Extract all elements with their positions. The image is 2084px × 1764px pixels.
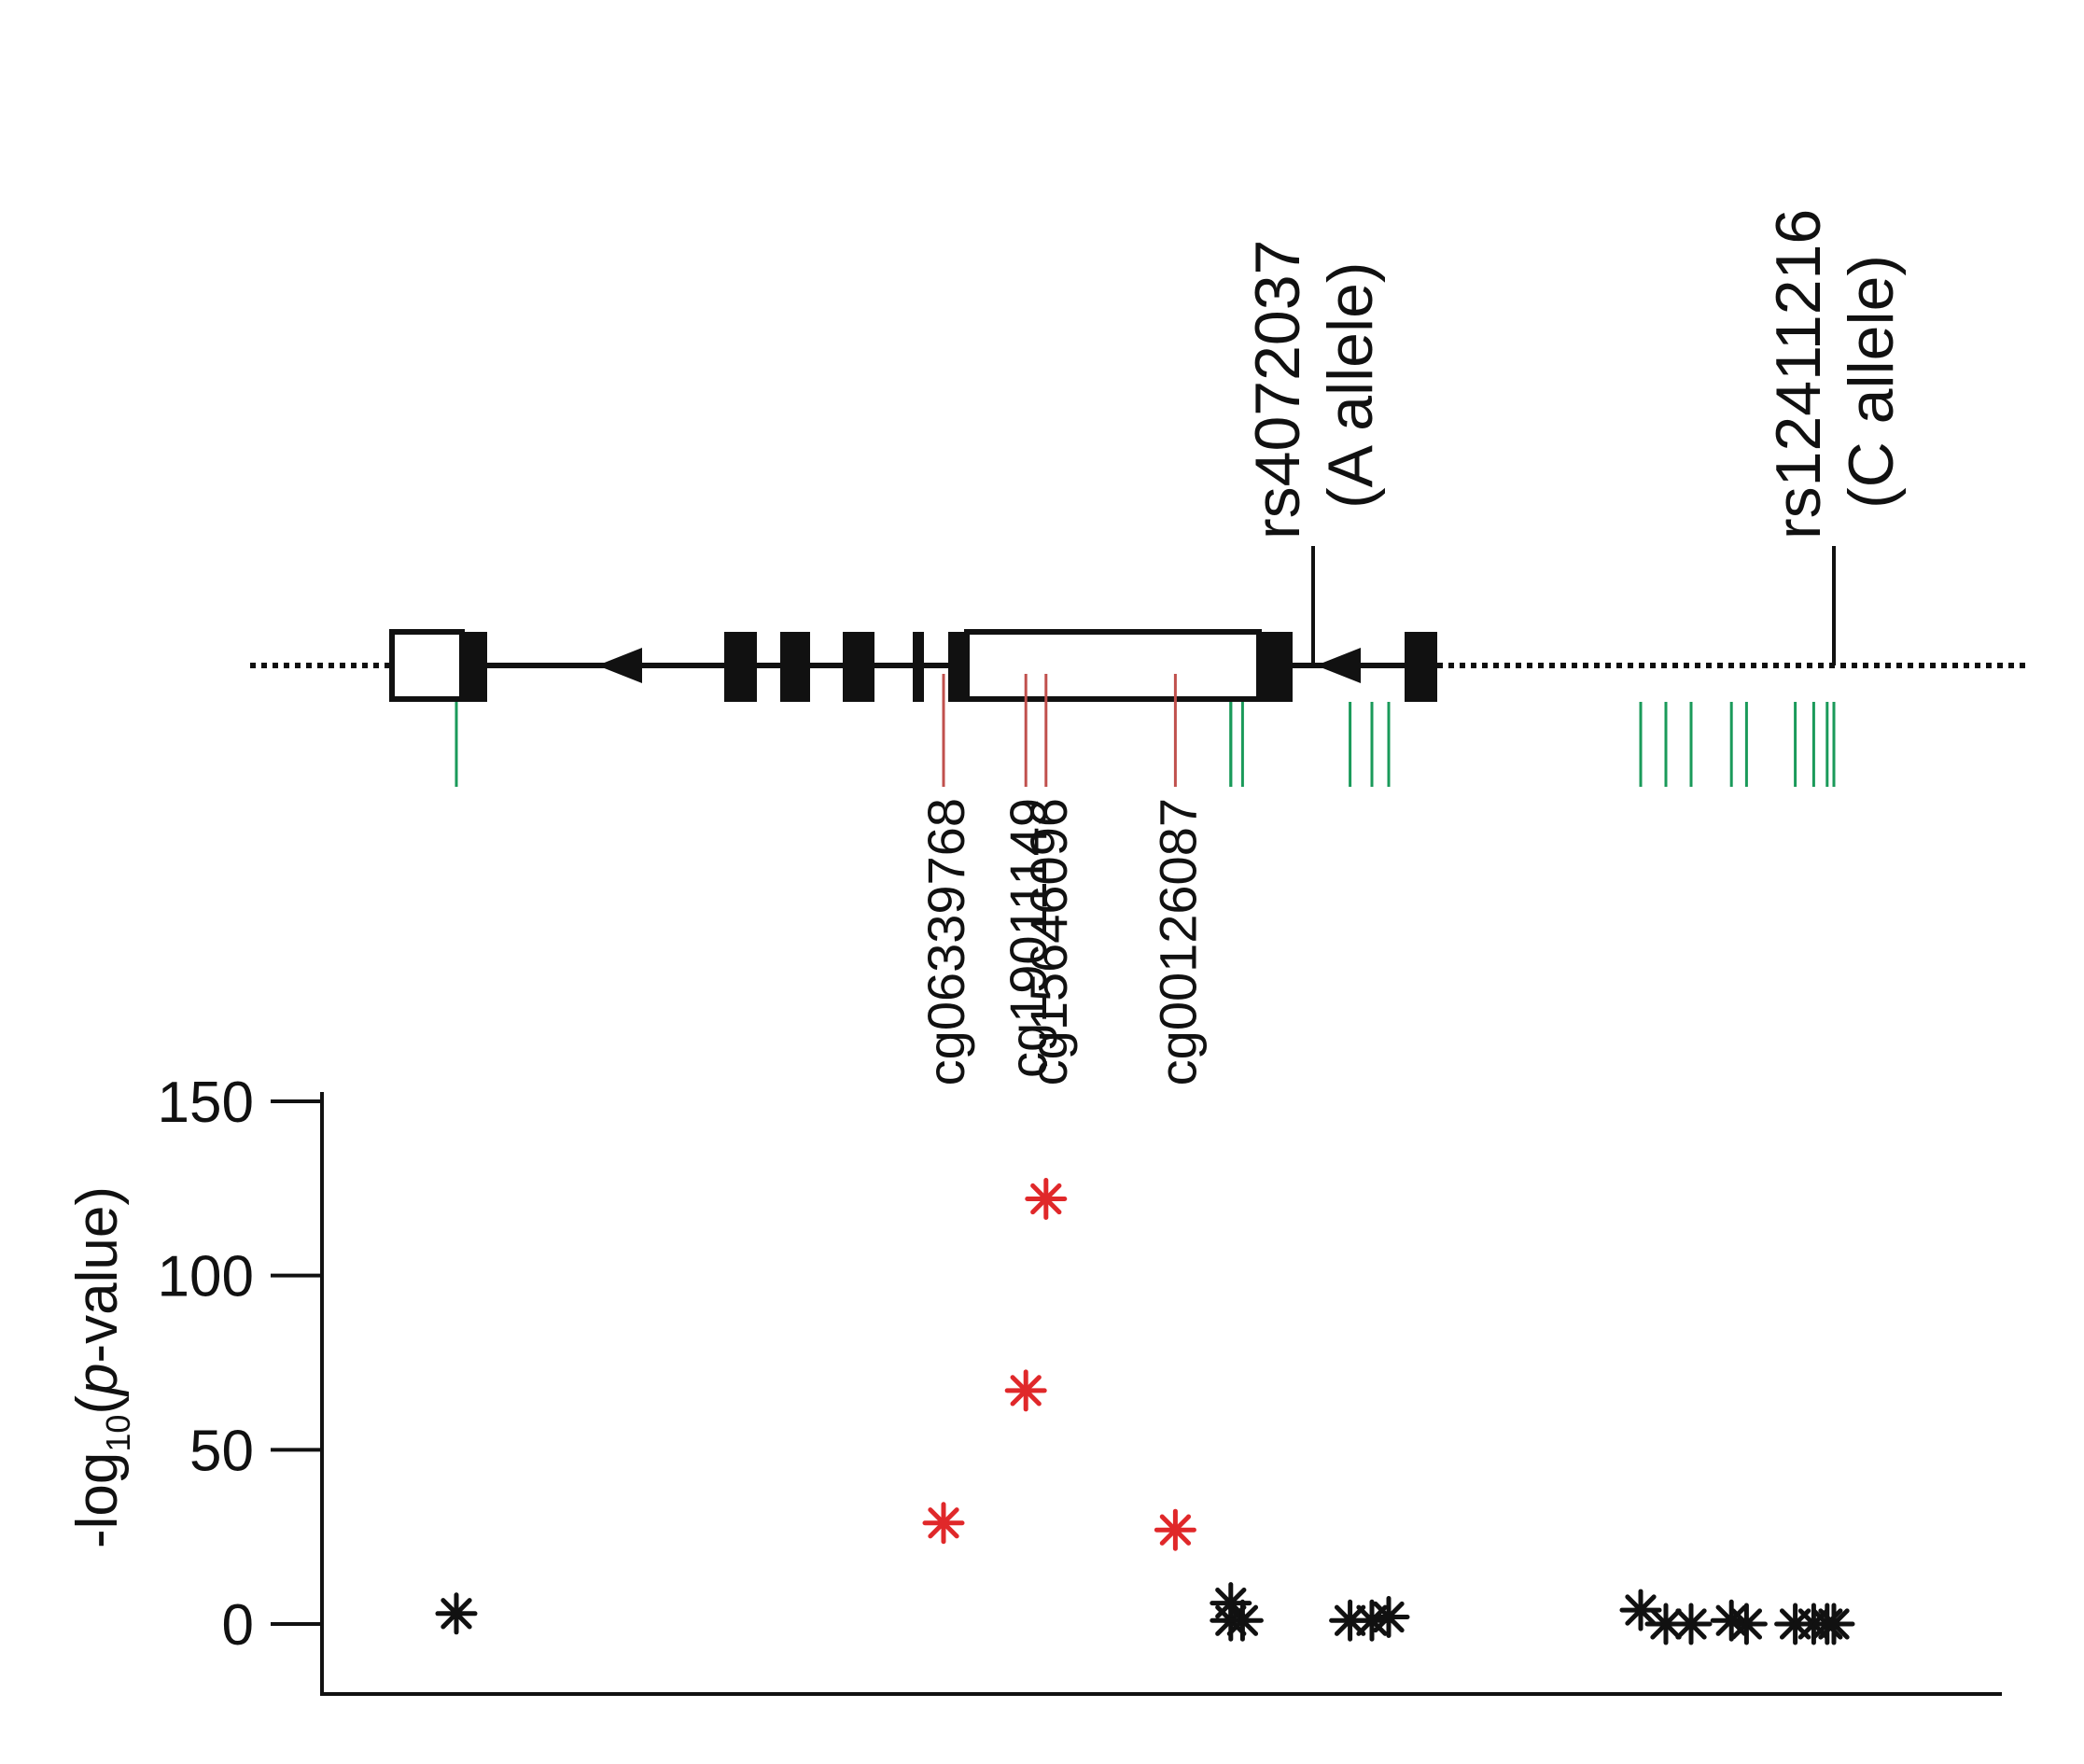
exon-block xyxy=(913,632,924,702)
y-tick-label: 0 xyxy=(222,1593,254,1658)
exon-block xyxy=(724,632,757,702)
data-point xyxy=(435,1592,478,1635)
snp-id-label: rs4072037 xyxy=(1242,240,1313,539)
snp-allele-label: (A allele) xyxy=(1315,261,1386,509)
gene-track xyxy=(250,629,2025,702)
y-axis-label: -log10(p-value) xyxy=(65,1186,137,1548)
y-tick-label: 100 xyxy=(158,1245,254,1309)
exon-block xyxy=(462,632,487,702)
asterisk-stroke xyxy=(1030,1183,1062,1215)
y-tick-label: 150 xyxy=(158,1071,254,1135)
data-point xyxy=(1004,1369,1047,1412)
probe-name-label: cg06339768 xyxy=(916,798,975,1085)
data-point xyxy=(1725,1603,1768,1645)
probe-name-label: cg00126087 xyxy=(1148,798,1207,1085)
asterisk-stroke xyxy=(1675,1608,1707,1640)
asterisk-stroke xyxy=(1625,1594,1657,1626)
asterisk-stroke xyxy=(1373,1601,1405,1633)
asterisk-stroke xyxy=(1010,1375,1042,1407)
strand-arrow xyxy=(597,648,642,683)
exon-block xyxy=(780,632,810,702)
plot-axes: -log10(p-value) 0 50 100 150 xyxy=(65,1071,2002,1696)
asterisk-stroke xyxy=(1334,1604,1366,1636)
data-point xyxy=(1221,1599,1264,1642)
data-point xyxy=(1025,1178,1068,1221)
data-point xyxy=(1812,1603,1855,1645)
exon-block xyxy=(1405,632,1437,702)
asterisk-stroke xyxy=(1226,1604,1259,1636)
asterisk-stroke xyxy=(441,1598,472,1630)
data-point xyxy=(1154,1508,1196,1551)
asterisk-stroke xyxy=(928,1507,959,1539)
snp-id-label: rs12411216 xyxy=(1763,209,1834,539)
probe-name-label: cg15646096 xyxy=(1019,798,1078,1085)
data-point xyxy=(1644,1603,1687,1645)
utr-box-3prime xyxy=(389,629,465,702)
asterisk-stroke xyxy=(1650,1608,1682,1640)
data-point xyxy=(1670,1603,1713,1645)
snp-markers: rs4072037 (A allele) rs12411216 (C allele) xyxy=(1242,209,1907,665)
exon-block xyxy=(1258,632,1293,702)
y-tick-label: 50 xyxy=(189,1419,254,1483)
data-point xyxy=(922,1502,965,1545)
asterisk-stroke xyxy=(1730,1608,1763,1640)
strand-arrow xyxy=(1316,648,1361,683)
utr-box-5prime xyxy=(964,629,1262,702)
probe-name-label: cg19011149 xyxy=(999,798,1057,1078)
plot-points xyxy=(435,1178,1855,1645)
exon-block xyxy=(948,632,967,702)
snp-allele-label: (C allele) xyxy=(1836,255,1907,509)
data-point xyxy=(1367,1596,1410,1639)
exon-block xyxy=(843,632,874,702)
probe-ticks xyxy=(455,674,1836,787)
asterisk-stroke xyxy=(1159,1514,1192,1546)
asterisk-stroke xyxy=(1715,1604,1747,1636)
asterisk-stroke xyxy=(1818,1608,1850,1640)
